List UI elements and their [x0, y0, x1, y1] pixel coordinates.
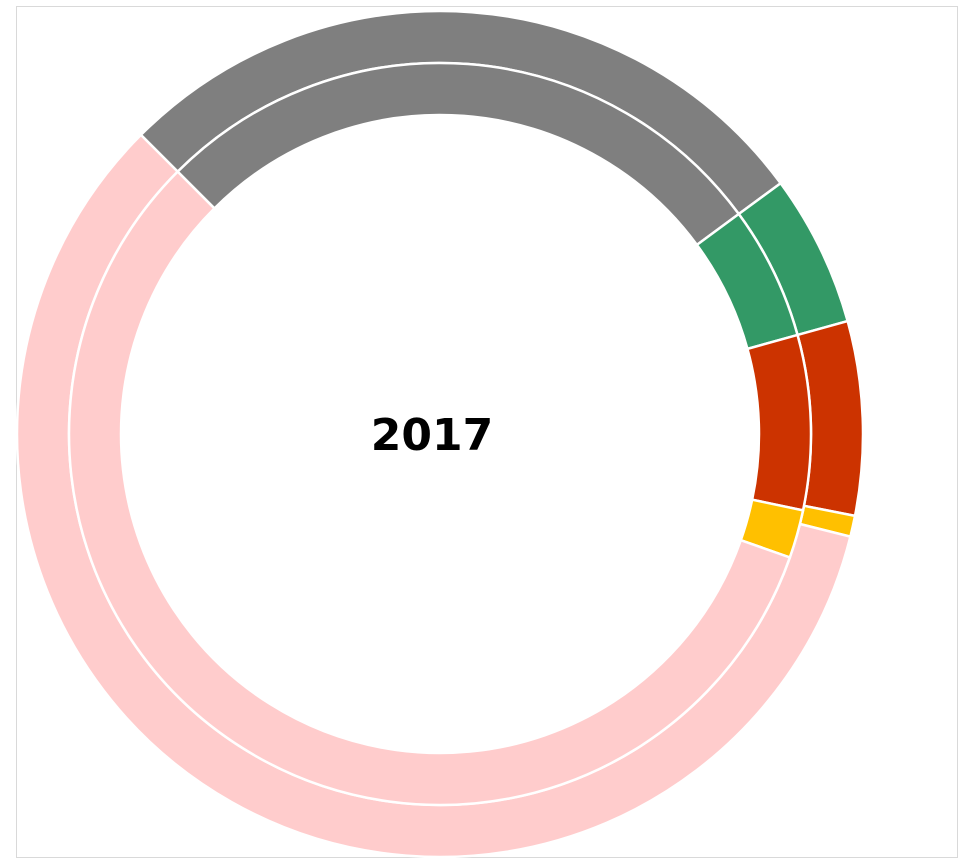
- doughnut-segment: [67, 169, 792, 807]
- chart-title: 2017: [371, 410, 493, 461]
- rings: [15, 9, 865, 859]
